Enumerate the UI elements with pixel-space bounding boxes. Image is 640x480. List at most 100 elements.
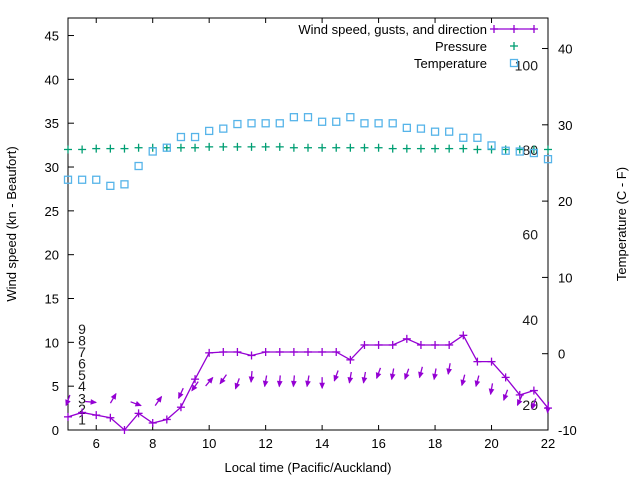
wind-speed-point [501,373,510,382]
pressure-point [374,143,383,152]
pressure-point [304,143,312,152]
pressure-point [176,143,185,152]
pressure-point [445,144,454,153]
legend-sample-marker [510,25,518,33]
wind-speed-point [219,347,228,356]
pressure-point [247,142,256,151]
x-tick-label: 6 [93,436,100,451]
y2-tick-label: 20 [558,194,572,209]
plot-frame [67,17,549,431]
y-axis-title: Wind speed (kn - Beaufort) [4,146,19,301]
pressure-point [120,144,129,153]
wind-speed-point [445,340,454,349]
temperature-point [529,148,539,158]
y-tick-label: 0 [52,423,59,438]
wind-direction-arrow [531,398,537,410]
pressure-point [544,145,552,154]
wind-direction-arrow [516,394,523,407]
temperature-point [501,146,510,155]
plot-border [67,17,549,431]
y-tick-label: 10 [45,335,59,350]
pressure-point [459,144,468,153]
wind-direction-arrow [347,371,354,384]
pressure-point [134,143,143,152]
y-tick-label: 15 [45,292,59,307]
legend-sample-marker [490,25,498,33]
wind-direction-arrow [219,374,227,385]
beaufort-label: 9 [78,321,86,337]
temperature-point [120,180,129,189]
wind-direction-arrow [130,401,142,407]
y-tick-label: 5 [52,379,59,394]
y2-tick-label: 40 [558,42,572,57]
beaufort-label: 4 [78,378,86,394]
chart-legend: Wind speed, gusts, and direction Pressure… [298,22,538,71]
wind-speed-point [402,334,411,343]
wind-speed-point [64,412,72,421]
wind-speed-point [529,386,538,395]
temperature-point [332,117,341,126]
temperature-point [92,175,101,184]
wind-direction-arrow [291,375,297,388]
x-tick-label: 10 [202,436,216,451]
temperature-point [473,133,482,142]
x-tick-label: 16 [371,436,385,451]
y2-tick-label: -10 [558,423,577,438]
wind-direction-arrow [488,383,495,396]
y-tick-label: 45 [45,29,59,44]
wind-direction-arrow [404,368,410,380]
y-tick-label: 30 [45,160,59,175]
y-tick-label: 40 [45,72,59,87]
pressure-point [332,143,341,152]
wind-speed-point [304,347,312,356]
wind-speed-point [515,390,524,399]
y2-tick-label: 0 [558,347,565,362]
wind-speed-point [473,357,482,366]
pressure-point [92,144,101,153]
pressure-point [106,144,115,153]
temperature-point [346,113,355,122]
temperature-point [106,181,115,191]
temperature-point [63,175,73,184]
legend-sample-marker [530,25,538,33]
temperature-point [430,127,440,136]
wind-direction-arrow [474,375,481,388]
temperature-point [416,124,426,133]
temperature-point [134,161,143,171]
pressure-point [219,142,228,151]
wind-direction-arrow [205,376,214,387]
pressure-point [515,145,524,154]
pressure-point [275,142,284,151]
temperature-point [487,141,496,150]
wind-speed-point [332,347,341,356]
wind-direction-arrow [446,363,452,376]
wind-speed-point [120,426,129,434]
series-temperature [63,113,553,191]
pressure-point [205,142,214,151]
wind-direction-arrow [234,378,241,390]
temperature-point [148,147,157,156]
wind-speed-point [360,340,369,349]
beaufort-label: 5 [78,367,86,383]
wind-speed-point [233,347,242,356]
wind-speed-point [148,418,157,427]
wind-direction-arrow [154,395,163,406]
wind-direction-arrow [305,375,311,388]
pressure-point [402,144,411,153]
temperature-point [317,117,327,126]
wind-direction-arrow [178,387,184,400]
temperature-point [402,123,411,133]
wind-direction-arrow [361,371,368,384]
y2-tick-label: 10 [558,270,572,285]
temperature-point [374,119,383,128]
pressure-point [431,144,440,153]
wind-speed-point [261,347,270,356]
temperature-point [247,119,256,128]
wind-direction-arrow [460,374,467,387]
wind-direction-arrow [389,368,396,381]
pressure-point [318,143,327,152]
x-tick-label: 18 [428,436,442,451]
temperature-point [176,132,186,142]
y2-tick-label: 30 [558,118,572,133]
